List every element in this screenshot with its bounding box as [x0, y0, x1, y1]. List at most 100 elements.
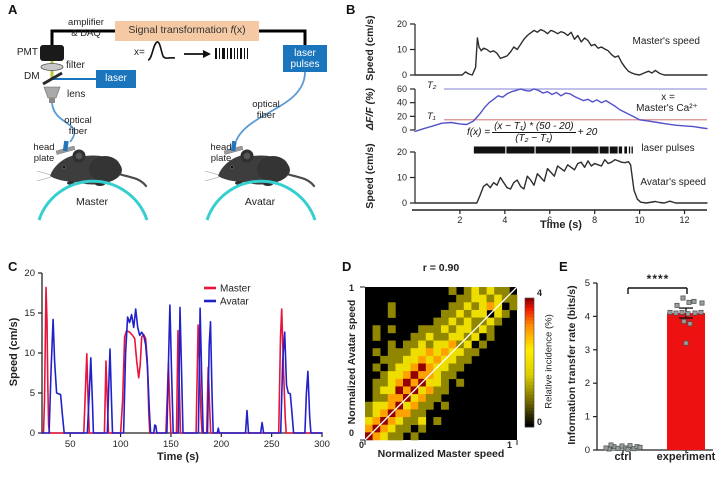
heatmap-cell — [448, 332, 457, 341]
heatmap-cell — [456, 348, 465, 357]
laser-pulse-raster — [535, 146, 571, 154]
panel-e-barchart: 0 1 2 3 4 5 — [585, 278, 713, 456]
heatmap-cell — [410, 401, 419, 410]
heatmap-cell — [395, 432, 404, 441]
data-point — [637, 444, 643, 450]
colorbar-segment — [525, 327, 534, 331]
heatmap-cell — [456, 294, 465, 303]
heatmap-cell — [441, 340, 449, 349]
arrow-head — [203, 50, 211, 58]
svg-text:0: 0 — [402, 125, 407, 135]
transfer-function-formula: f(x) = (x − T₁) * (50 - 20) (T₂ − T₁) + 2… — [467, 121, 598, 144]
panel-c-chart: 0 5 10 15 20 50 100 150 200 250 300 Master Avatar — [24, 268, 330, 450]
heatmap-cell — [403, 378, 411, 387]
heatmap-cell — [372, 394, 381, 403]
data-point — [692, 310, 698, 316]
heatmap-cell — [456, 302, 465, 311]
heatmap-cell — [403, 340, 411, 349]
heatmap-cell — [380, 432, 389, 441]
laser-pulses-box — [283, 45, 327, 72]
heatmap-cell — [463, 317, 472, 326]
heatmap-cell — [433, 378, 442, 387]
heatmap-cell — [425, 401, 434, 410]
lens-objective — [43, 86, 61, 99]
heatmap-cell — [365, 401, 373, 410]
e-ylabel: Information transfer rate (bits/s) — [566, 285, 578, 445]
heatmap-cell — [463, 348, 472, 357]
laser-pulse-raster — [628, 146, 631, 154]
heatmap-cell — [471, 332, 480, 341]
heatmap-cell — [395, 378, 404, 387]
avatars-speed-annotation: Avatar's speed — [640, 177, 706, 188]
d-xlabel: Normalized Master speed — [377, 448, 505, 460]
heatmap-cell — [448, 355, 457, 364]
colorbar-segment — [525, 420, 534, 425]
laser-pulse-raster — [506, 146, 535, 154]
colorbar-segment — [525, 397, 534, 402]
filter-optic — [40, 63, 64, 71]
svg-text:2: 2 — [457, 215, 462, 225]
heatmap-cell — [410, 432, 419, 441]
heatmap-cell — [471, 309, 480, 318]
heatmap-cell — [441, 378, 449, 387]
heatmap-cell — [456, 363, 465, 372]
colorbar-tick-min: 0 — [537, 417, 543, 427]
heatmap-cell — [410, 332, 419, 341]
colorbar-segment — [525, 401, 534, 405]
data-point — [686, 299, 692, 305]
heatmap-cell — [418, 348, 427, 357]
d-ytick-1: 1 — [348, 283, 354, 293]
head-plate-label-left: head plate — [33, 142, 55, 164]
heatmap-cell — [486, 302, 495, 311]
heatmap-cell — [395, 417, 404, 425]
heatmap-cell — [486, 332, 495, 341]
heatmap-cell — [387, 394, 396, 403]
colorbar-segment — [525, 314, 534, 318]
heatmap-cell — [418, 394, 427, 403]
colorbar-segment — [525, 301, 534, 305]
c-ylabel-speed: Speed (cm/s) — [8, 317, 20, 387]
box-to-laser-wire — [259, 29, 307, 46]
t2-threshold-label: T₂ — [427, 80, 437, 91]
colorbar-segment — [525, 394, 534, 399]
heatmap-cell — [410, 409, 419, 418]
heatmap-cell — [380, 371, 389, 380]
heatmap-cell — [471, 294, 480, 303]
heatmap-cell — [403, 363, 411, 372]
heatmap-cell — [448, 371, 457, 380]
heatmap-cell — [425, 348, 434, 357]
heatmap-cell — [456, 355, 465, 364]
heatmap-cell — [425, 386, 434, 395]
heatmap-cell — [365, 409, 373, 418]
heatmap-cell — [410, 417, 419, 425]
heatmap-cell — [410, 378, 419, 387]
svg-text:0: 0 — [30, 428, 35, 439]
heatmap-cell — [433, 332, 442, 341]
heatmap-cell — [441, 401, 449, 410]
heatmap-cell — [380, 386, 389, 395]
colorbar-border — [524, 297, 535, 428]
heatmap-cell — [494, 294, 503, 303]
colorbar-segment — [525, 343, 534, 347]
heatmap-cell — [425, 332, 434, 341]
heatmap-cell — [372, 332, 381, 341]
head-plate-label-right: head plate — [210, 142, 232, 164]
colorbar-segment — [525, 417, 534, 421]
heatmap-cell — [425, 340, 434, 349]
heatmap-cell — [456, 332, 465, 341]
master-optical-fiber — [51, 102, 76, 143]
svg-text:5: 5 — [585, 278, 590, 289]
colorbar-segment — [525, 378, 534, 383]
heatmap-cell — [403, 409, 411, 418]
svg-text:60: 60 — [397, 84, 407, 94]
d-ytick-0: 0 — [348, 428, 354, 438]
heatmap-cell — [441, 332, 449, 341]
heatmap-cell — [448, 325, 457, 334]
heatmap-cell — [365, 417, 373, 425]
heatmap-cell — [433, 340, 442, 349]
laser-pulse-raster — [599, 146, 609, 154]
svg-text:0: 0 — [402, 70, 407, 80]
laser-pulse-raster — [618, 146, 623, 154]
optical-fiber-label-right: optical fiber — [252, 99, 280, 121]
